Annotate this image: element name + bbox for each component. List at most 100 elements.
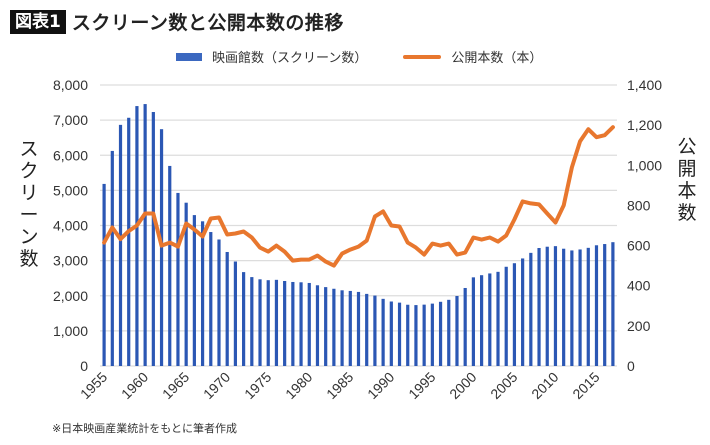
bar-2006	[521, 258, 525, 366]
bar-1970	[225, 251, 229, 366]
y-tick-label-left: 6,000	[53, 147, 88, 163]
legend-swatch-line	[403, 54, 442, 59]
bar-1960	[143, 104, 147, 366]
bar-2001	[479, 275, 484, 366]
bar-2012	[570, 250, 574, 366]
y-tick-label-left: 3,000	[53, 253, 88, 269]
y-tick-label-right: 200	[627, 318, 651, 334]
y-tick-label-right: 600	[627, 238, 651, 254]
bar-1965	[184, 202, 188, 366]
bar-1993	[414, 305, 418, 366]
y-axis-right-label: 公開本数	[677, 136, 697, 224]
bar-1999	[463, 287, 467, 366]
bar-1998	[455, 295, 459, 366]
bar-1957	[118, 124, 123, 366]
bar-2015	[594, 245, 599, 366]
title-text: スクリーン数と公開本数の推移	[71, 12, 344, 34]
legend-label-bars: 映画館数（スクリーン数）	[212, 51, 368, 66]
x-tick-label: 2000	[446, 369, 479, 402]
y-tick-label-right: 0	[627, 358, 635, 374]
x-tick-label: 1985	[323, 369, 356, 402]
bar-1973	[250, 277, 254, 366]
bar-2005	[512, 263, 517, 366]
x-tick-label: 2010	[528, 369, 561, 402]
bar-1992	[406, 304, 410, 366]
bar-2004	[504, 266, 508, 366]
bar-1969	[217, 239, 221, 366]
bar-1988	[373, 295, 377, 366]
x-tick-label: 2005	[487, 369, 520, 402]
bar-2003	[496, 271, 500, 366]
y-tick-label-left: 2,000	[53, 288, 88, 304]
bar-1989	[381, 298, 385, 366]
bar-1955	[102, 183, 106, 366]
bar-1958	[127, 117, 131, 366]
bar-1987	[365, 293, 369, 366]
y-tick-label-left: 7,000	[53, 112, 88, 128]
legend: 映画館数（スクリーン数） 公開本数（本）	[176, 47, 542, 66]
bar-1959	[135, 106, 139, 366]
bar-1977	[283, 280, 287, 366]
y-tick-label-right: 1,400	[627, 77, 662, 93]
bar-2017	[611, 242, 615, 366]
bar-1986	[356, 291, 361, 366]
bar-1981	[315, 285, 320, 366]
x-tick-label: 1970	[200, 369, 233, 402]
bar-2013	[578, 249, 582, 366]
y-tick-label-right: 400	[627, 278, 651, 294]
bar-1997	[447, 299, 451, 366]
source-note: ※日本映画産業統計をもとに筆者作成	[52, 422, 237, 435]
bar-1982	[324, 287, 328, 366]
x-tick-label: 1960	[118, 369, 151, 402]
bar-2007	[529, 252, 533, 366]
legend-swatch-bars	[176, 52, 202, 61]
chart-title: 図表1 スクリーン数と公開本数の推移	[10, 8, 344, 35]
y-tick-label-left: 4,000	[53, 218, 88, 234]
x-tick-label: 1975	[241, 369, 274, 402]
bar-2011	[562, 248, 566, 366]
bar-1990	[389, 301, 393, 366]
x-tick-label: 2015	[569, 369, 602, 402]
bar-1964	[176, 192, 180, 366]
y-axis-left-label: スクリーン数	[19, 138, 39, 270]
y-tick-label-right: 1,200	[627, 117, 662, 133]
y-tick-label-left: 8,000	[53, 77, 88, 93]
bar-1983	[332, 288, 336, 366]
legend-label-line: 公開本数（本）	[451, 51, 543, 66]
bar-2016	[603, 244, 607, 366]
bar-2014	[586, 247, 590, 366]
y-tick-label-left: 0	[80, 358, 88, 374]
bar-2002	[488, 273, 492, 366]
y-tick-label-right: 1,000	[627, 157, 662, 173]
x-tick-label: 1990	[364, 369, 397, 402]
bar-1978	[291, 281, 295, 366]
bar-2009	[545, 246, 549, 366]
x-tick-label: 1980	[282, 369, 315, 402]
x-tick-label: 1995	[405, 369, 438, 402]
bar-1985	[348, 290, 352, 366]
bar-1984	[340, 290, 344, 366]
bar-1961	[151, 112, 155, 366]
bar-1966	[192, 215, 196, 366]
bar-1956	[110, 150, 114, 366]
bar-2000	[471, 277, 475, 366]
bar-1979	[299, 282, 303, 366]
bar-1972	[242, 272, 246, 366]
bar-1995	[430, 303, 434, 366]
bar-1991	[397, 302, 402, 366]
y-tick-label-right: 800	[627, 197, 651, 213]
x-tick-label: 1965	[159, 369, 192, 402]
y-tick-label-left: 5,000	[53, 182, 88, 198]
line-series-films	[102, 125, 615, 268]
figure-badge: 図表1	[10, 9, 66, 34]
bar-1975	[266, 280, 270, 366]
bar-1980	[307, 282, 311, 366]
y-tick-label-left: 1,000	[53, 323, 88, 339]
bar-2010	[553, 246, 558, 366]
bar-1974	[258, 279, 262, 366]
bar-1994	[422, 304, 426, 366]
bar-1996	[438, 301, 443, 366]
bar-1967	[200, 221, 205, 366]
bar-2008	[537, 248, 541, 366]
